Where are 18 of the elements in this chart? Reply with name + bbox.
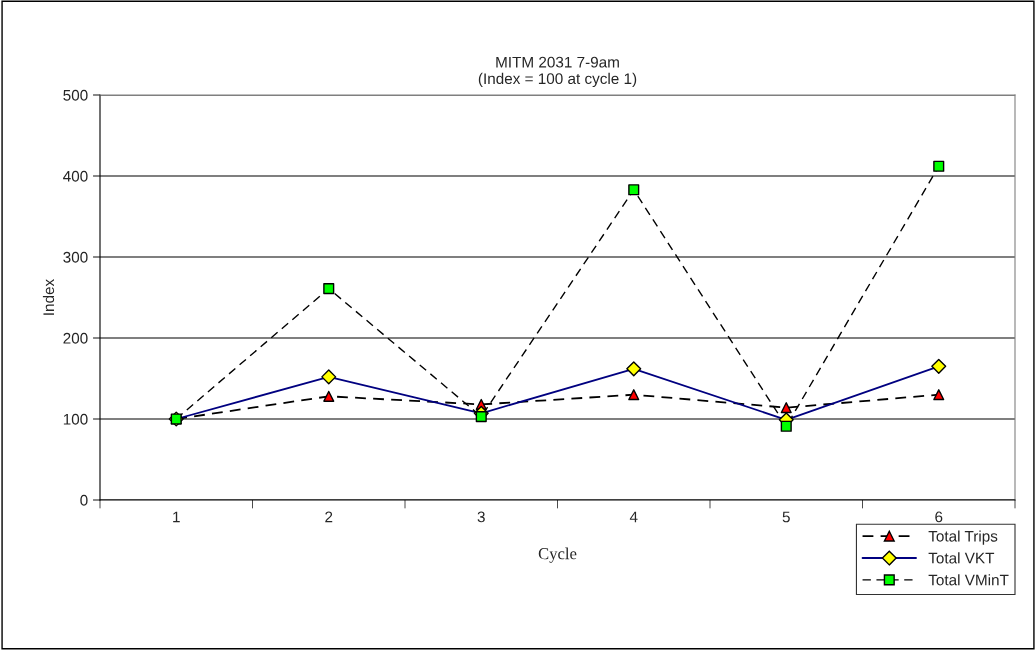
x-tick-label: 3 xyxy=(477,511,485,523)
y-tick-label: 200 xyxy=(63,332,88,344)
legend-label: Total Trips xyxy=(928,530,998,545)
chart-title: MITM 2031 7-9am (Index = 100 at cycle 1) xyxy=(478,56,637,88)
x-tick-label: 4 xyxy=(629,511,638,523)
y-axis-title: Index xyxy=(42,278,55,315)
y-tick-label: 300 xyxy=(63,251,88,263)
legend-label: Total VMinT xyxy=(928,574,1009,586)
y-tick-label: 100 xyxy=(63,413,88,425)
y-tick-label: 500 xyxy=(63,89,88,101)
x-tick-label: 1 xyxy=(173,511,180,523)
x-axis-title: Cycle xyxy=(538,547,577,563)
x-tick-label: 6 xyxy=(935,511,943,523)
y-tick-label: 400 xyxy=(63,170,88,182)
x-tick-label: 5 xyxy=(782,511,790,523)
legend-label: Total VKT xyxy=(928,552,995,564)
x-tick-label: 2 xyxy=(325,511,333,523)
y-tick-label: 0 xyxy=(80,494,88,506)
